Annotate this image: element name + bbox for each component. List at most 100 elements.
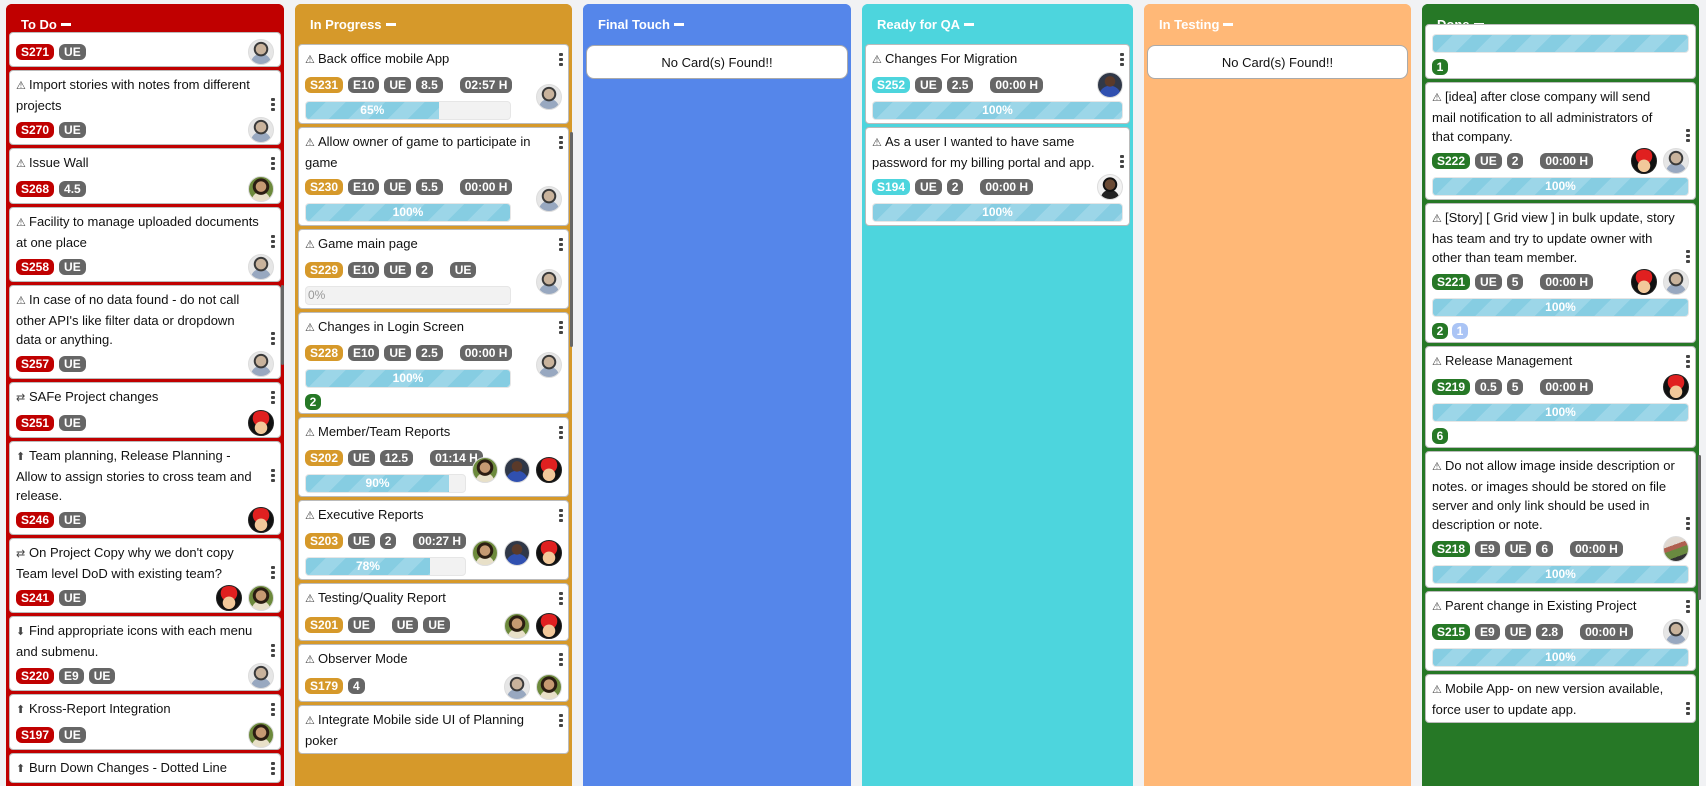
story-card[interactable]: ⬆ Kross-Report Integration S197 UE bbox=[9, 694, 281, 750]
story-card[interactable]: ⬆ Burn Down Changes - Dotted Line bbox=[9, 753, 281, 783]
card-menu-icon[interactable] bbox=[559, 238, 563, 251]
card-menu-icon[interactable] bbox=[1686, 517, 1690, 530]
avatar[interactable] bbox=[536, 269, 562, 295]
story-card[interactable]: S271 UE bbox=[9, 32, 281, 67]
card-title[interactable]: ⚠ Changes For Migration bbox=[872, 49, 1123, 70]
avatar[interactable] bbox=[1097, 174, 1123, 200]
avatar[interactable] bbox=[1663, 619, 1689, 645]
story-card[interactable]: ⚠ Game main page S229 E10 UE 2 UE 0% bbox=[298, 229, 569, 309]
card-menu-icon[interactable] bbox=[271, 98, 275, 111]
card-title[interactable]: ⚠ Parent change in Existing Project bbox=[1432, 596, 1689, 617]
count-badge[interactable]: 1 bbox=[1452, 323, 1468, 339]
collapse-minus-icon[interactable] bbox=[673, 22, 684, 26]
story-id-badge[interactable]: S221 bbox=[1432, 274, 1471, 290]
story-id-badge[interactable]: S228 bbox=[305, 345, 344, 361]
card-title[interactable]: ⚠ Facility to manage uploaded documents a… bbox=[16, 212, 274, 252]
avatar[interactable] bbox=[1097, 72, 1123, 98]
story-card[interactable]: ⚠ Changes For Migration S252 UE 2.5 00:00 H 10… bbox=[865, 44, 1130, 124]
card-menu-icon[interactable] bbox=[271, 703, 275, 716]
avatar[interactable] bbox=[1663, 269, 1689, 295]
card-title[interactable]: ⚠ Release Management bbox=[1432, 351, 1689, 372]
card-menu-icon[interactable] bbox=[1686, 129, 1690, 142]
story-id-badge[interactable]: S268 bbox=[16, 181, 55, 197]
column-header[interactable]: In Testing bbox=[1144, 4, 1411, 44]
story-card[interactable]: ⚠ Changes in Login Screen S228 E10 UE 2.5 00:0… bbox=[298, 312, 569, 414]
card-title[interactable]: ⬇ Find appropriate icons with each menu a… bbox=[16, 621, 274, 661]
card-menu-icon[interactable] bbox=[271, 469, 275, 482]
avatar[interactable] bbox=[536, 540, 562, 566]
card-title[interactable]: ⇄ On Project Copy why we don't copy Team … bbox=[16, 543, 274, 583]
card-title[interactable]: ⬆ Burn Down Changes - Dotted Line bbox=[16, 758, 274, 779]
story-id-badge[interactable]: S252 bbox=[872, 77, 911, 93]
story-card[interactable]: ⇄ SAFe Project changes S251 UE bbox=[9, 382, 281, 438]
card-menu-icon[interactable] bbox=[1686, 600, 1690, 613]
story-id-badge[interactable]: S246 bbox=[16, 512, 55, 528]
story-card[interactable]: ⬇ Find appropriate icons with each menu a… bbox=[9, 616, 281, 691]
avatar[interactable] bbox=[248, 351, 274, 377]
avatar[interactable] bbox=[248, 507, 274, 533]
avatar[interactable] bbox=[248, 117, 274, 143]
story-id-badge[interactable]: S179 bbox=[305, 678, 344, 694]
card-menu-icon[interactable] bbox=[559, 136, 563, 149]
scrollbar-thumb[interactable] bbox=[1698, 455, 1701, 600]
story-card[interactable]: ⚠ Issue Wall S268 4.5 bbox=[9, 148, 281, 204]
card-title[interactable]: ⚠ Integrate Mobile side UI of Planning po… bbox=[305, 710, 562, 750]
card-title[interactable]: ⬆ Team planning, Release Planning - Allow… bbox=[16, 446, 274, 505]
avatar[interactable] bbox=[1663, 148, 1689, 174]
card-title[interactable]: ⇄ SAFe Project changes bbox=[16, 387, 274, 408]
card-title[interactable]: ⚠ Back office mobile App bbox=[305, 49, 562, 70]
avatar[interactable] bbox=[1663, 536, 1689, 562]
story-id-badge[interactable]: S197 bbox=[16, 727, 55, 743]
story-card[interactable]: ⚠ [idea] after close company will send ma… bbox=[1425, 82, 1696, 200]
story-id-badge[interactable]: S251 bbox=[16, 415, 55, 431]
collapse-minus-icon[interactable] bbox=[60, 22, 71, 26]
card-menu-icon[interactable] bbox=[271, 235, 275, 248]
story-card[interactable]: ⚠ Import stories with notes from differen… bbox=[9, 70, 281, 145]
card-title[interactable]: ⚠ Allow owner of game to participate in g… bbox=[305, 132, 562, 172]
count-badge[interactable]: 2 bbox=[305, 394, 321, 410]
avatar[interactable] bbox=[248, 254, 274, 280]
story-id-badge[interactable]: S218 bbox=[1432, 541, 1471, 557]
avatar[interactable] bbox=[248, 410, 274, 436]
story-card[interactable]: ⚠ Executive Reports S203 UE 2 00:27 H 78% bbox=[298, 500, 569, 580]
card-menu-icon[interactable] bbox=[559, 714, 563, 727]
card-menu-icon[interactable] bbox=[559, 509, 563, 522]
avatar[interactable] bbox=[1631, 148, 1657, 174]
story-card[interactable]: ⚠ Member/Team Reports S202 UE 12.5 01:14 H 90% bbox=[298, 417, 569, 497]
avatar[interactable] bbox=[536, 457, 562, 483]
story-id-badge[interactable]: S241 bbox=[16, 590, 55, 606]
story-id-badge[interactable]: S203 bbox=[305, 533, 344, 549]
avatar[interactable] bbox=[248, 39, 274, 65]
story-id-badge[interactable]: S219 bbox=[1432, 379, 1471, 395]
card-menu-icon[interactable] bbox=[559, 426, 563, 439]
avatar[interactable] bbox=[536, 613, 562, 639]
story-card[interactable]: ⚠ Allow owner of game to participate in g… bbox=[298, 127, 569, 226]
story-id-badge[interactable]: S194 bbox=[872, 179, 911, 195]
card-menu-icon[interactable] bbox=[1686, 702, 1690, 715]
story-id-badge[interactable]: S220 bbox=[16, 668, 55, 684]
count-badge[interactable]: 6 bbox=[1432, 428, 1448, 444]
story-card[interactable]: ⚠ Do not allow image inside description o… bbox=[1425, 451, 1696, 588]
avatar[interactable] bbox=[472, 540, 498, 566]
avatar[interactable] bbox=[504, 540, 530, 566]
story-id-badge[interactable]: S202 bbox=[305, 450, 344, 466]
card-menu-icon[interactable] bbox=[559, 592, 563, 605]
card-menu-icon[interactable] bbox=[271, 644, 275, 657]
card-menu-icon[interactable] bbox=[559, 653, 563, 666]
avatar[interactable] bbox=[536, 84, 562, 110]
story-card[interactable]: ⚠ Testing/Quality Report S201 UE UE UE bbox=[298, 583, 569, 641]
story-card[interactable]: ⚠ As a user I wanted to have same passwor… bbox=[865, 127, 1130, 226]
card-title[interactable]: ⚠ Mobile App- on new version available, f… bbox=[1432, 679, 1689, 719]
card-title[interactable]: ⚠ Member/Team Reports bbox=[305, 422, 562, 443]
card-menu-icon[interactable] bbox=[271, 762, 275, 775]
story-card[interactable]: ⚠ In case of no data found - do not call … bbox=[9, 285, 281, 379]
card-title[interactable]: ⚠ Issue Wall bbox=[16, 153, 274, 174]
column-header[interactable]: Ready for QA bbox=[862, 4, 1133, 44]
count-badge[interactable]: 2 bbox=[1432, 323, 1448, 339]
card-title[interactable]: ⚠ [Story] [ Grid view ] in bulk update, s… bbox=[1432, 208, 1689, 267]
avatar[interactable] bbox=[536, 352, 562, 378]
story-card[interactable]: ⚠ Observer Mode S179 4 bbox=[298, 644, 569, 702]
story-card[interactable]: ⬆ Team planning, Release Planning - Allow… bbox=[9, 441, 281, 535]
avatar[interactable] bbox=[536, 674, 562, 700]
story-card[interactable]: ⇄ On Project Copy why we don't copy Team … bbox=[9, 538, 281, 613]
